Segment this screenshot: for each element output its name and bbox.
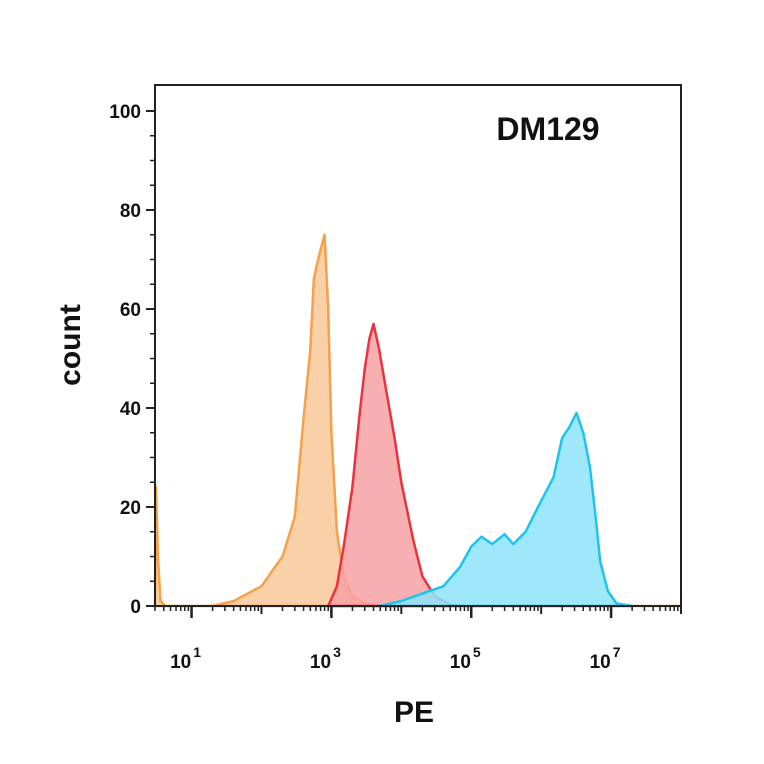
y-tick-label: 80 xyxy=(120,201,141,222)
histogram-series-3 xyxy=(379,411,634,608)
series-layer xyxy=(153,233,683,608)
y-axis-title: count xyxy=(54,304,87,386)
x-tick-label: 10 3 xyxy=(310,644,341,673)
y-tick-label: 60 xyxy=(120,300,141,321)
x-tick-label: 10 5 xyxy=(450,644,481,673)
y-tick-label: 40 xyxy=(120,399,141,420)
x-tick-label: 10 7 xyxy=(590,644,621,673)
y-tick-label: 20 xyxy=(120,498,141,519)
chart-title: DM129 xyxy=(496,111,599,147)
x-axis-title: PE xyxy=(394,696,434,729)
histogram-series-2 xyxy=(326,322,462,608)
tick-layer: 0 20 40 60 80 100 10 1 10 3 10 5 10 7 xyxy=(109,102,682,673)
histogram-series-1 xyxy=(153,233,683,608)
plot-frame xyxy=(154,84,682,607)
y-tick-label: 0 xyxy=(130,597,141,618)
x-tick-label: 10 1 xyxy=(170,644,201,673)
y-tick-label: 100 xyxy=(109,102,141,123)
